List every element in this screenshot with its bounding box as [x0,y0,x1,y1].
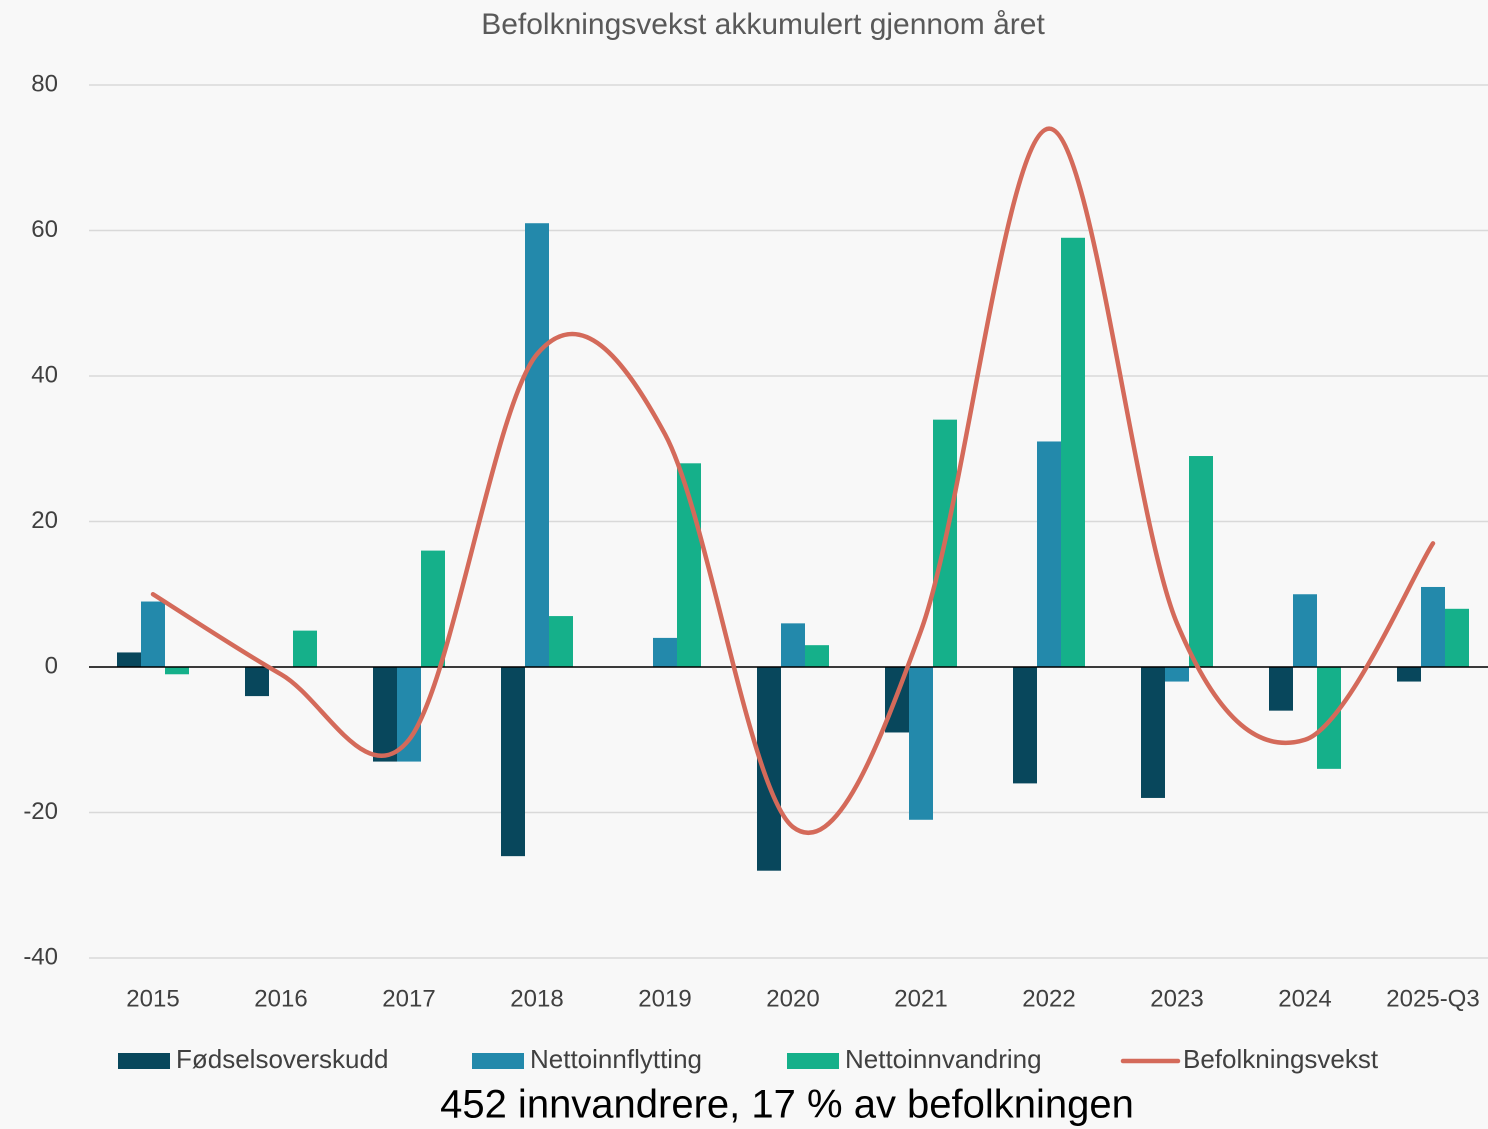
legend-swatch [472,1053,524,1069]
y-tick-label: 0 [45,652,58,679]
bar [1141,667,1165,798]
x-tick-label: 2016 [254,985,307,1012]
bar [141,601,165,667]
bar [1013,667,1037,784]
line [150,126,1436,836]
x-tick-label: 2023 [1150,985,1203,1012]
x-tick-label: 2015 [126,985,179,1012]
legend-swatch [787,1053,839,1069]
bar [1317,667,1341,769]
bar [1445,608,1469,667]
caption: 452 innvandrere, 17 % av befolkningen [440,1083,1134,1127]
y-tick-label: 40 [31,361,58,388]
bar [373,667,397,762]
bar [1397,667,1421,682]
x-tick-label: 2024 [1278,985,1331,1012]
bar [1189,456,1213,667]
bar [805,645,829,667]
x-tick-label: 2020 [766,985,819,1012]
bar [165,667,189,675]
bar [1269,667,1293,711]
bar [757,667,781,871]
y-tick-label: 20 [31,507,58,534]
bar [501,667,525,857]
legend-swatch [118,1053,170,1069]
bar [653,637,677,667]
chart-title: Befolkningsvekst akkumulert gjennom året [481,8,1045,41]
y-tick-label: -20 [23,798,58,825]
y-tick-label: 60 [31,216,58,243]
x-tick-label: 2022 [1022,985,1075,1012]
bar [293,630,317,667]
x-tick-label: 2017 [382,985,435,1012]
x-tick-label: 2021 [894,985,947,1012]
y-tick-label: -40 [23,943,58,970]
legend-label: Nettoinnflytting [530,1044,702,1074]
bar [245,667,269,697]
x-tick-label: 2025-Q3 [1386,985,1479,1012]
legend-label: Nettoinnvandring [845,1044,1042,1074]
x-tick-label: 2018 [510,985,563,1012]
bar [1061,237,1085,667]
bar [909,667,933,820]
x-tick-label: 2019 [638,985,691,1012]
bar [781,623,805,667]
bar [1165,667,1189,682]
bar [1037,441,1061,667]
bar [549,616,573,667]
legend-label: Befolkningsvekst [1183,1044,1379,1074]
y-tick-label: 80 [31,70,58,97]
legend-label: Fødselsoverskudd [176,1044,388,1074]
bar [421,550,445,667]
bar [117,652,141,667]
bar [1421,586,1445,667]
bar [1293,594,1317,667]
bar [525,223,549,667]
